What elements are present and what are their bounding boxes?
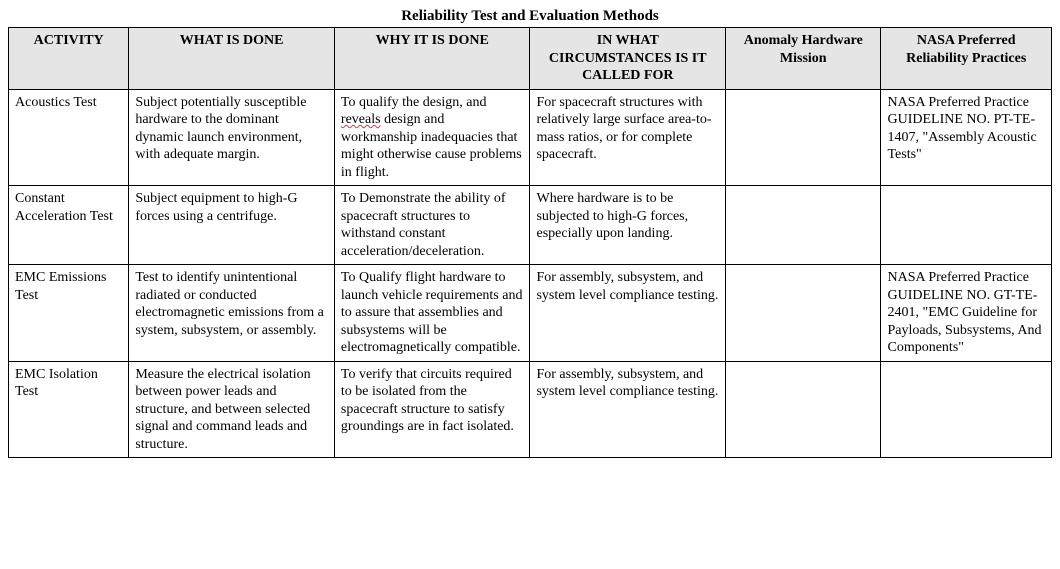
cell-circumstances: For spacecraft structures with relativel… bbox=[530, 89, 726, 186]
cell-circumstances: For assembly, subsystem, and system leve… bbox=[530, 265, 726, 362]
cell-why: To qualify the design, and reveals desig… bbox=[334, 89, 530, 186]
table-row: EMC Emissions TestTest to identify unint… bbox=[9, 265, 1052, 362]
cell-anomaly bbox=[726, 361, 881, 458]
why-text: To qualify the design, and bbox=[341, 95, 487, 110]
col-header-what: WHAT IS DONE bbox=[129, 28, 335, 90]
cell-anomaly bbox=[726, 265, 881, 362]
cell-what: Subject potentially susceptible hardware… bbox=[129, 89, 335, 186]
spellcheck-underline: reveals bbox=[341, 112, 381, 127]
cell-nasa: NASA Preferred Practice GUIDELINE NO. GT… bbox=[881, 265, 1052, 362]
cell-activity: EMC Emissions Test bbox=[9, 265, 129, 362]
reliability-table: ACTIVITY WHAT IS DONE WHY IT IS DONE IN … bbox=[8, 27, 1052, 458]
col-header-why: WHY IT IS DONE bbox=[334, 28, 530, 90]
cell-activity: Acoustics Test bbox=[9, 89, 129, 186]
cell-nasa: NASA Preferred Practice GUIDELINE NO. PT… bbox=[881, 89, 1052, 186]
cell-what: Subject equipment to high-G forces using… bbox=[129, 186, 335, 265]
table-row: Constant Acceleration TestSubject equipm… bbox=[9, 186, 1052, 265]
cell-anomaly bbox=[726, 89, 881, 186]
col-header-nasa: NASA Preferred Reliability Practices bbox=[881, 28, 1052, 90]
why-text: To verify that circuits required to be i… bbox=[341, 367, 514, 435]
cell-nasa bbox=[881, 186, 1052, 265]
cell-circumstances: Where hardware is to be subjected to hig… bbox=[530, 186, 726, 265]
col-header-anomaly: Anomaly Hardware Mission bbox=[726, 28, 881, 90]
cell-circumstances: For assembly, subsystem, and system leve… bbox=[530, 361, 726, 458]
cell-activity: EMC Isolation Test bbox=[9, 361, 129, 458]
cell-why: To Demonstrate the ability of spacecraft… bbox=[334, 186, 530, 265]
table-title: Reliability Test and Evaluation Methods bbox=[8, 8, 1052, 25]
cell-anomaly bbox=[726, 186, 881, 265]
why-text: To Qualify flight hardware to launch veh… bbox=[341, 270, 523, 355]
cell-what: Measure the electrical isolation between… bbox=[129, 361, 335, 458]
table-row: EMC Isolation TestMeasure the electrical… bbox=[9, 361, 1052, 458]
table-header-row: ACTIVITY WHAT IS DONE WHY IT IS DONE IN … bbox=[9, 28, 1052, 90]
table-row: Acoustics TestSubject potentially suscep… bbox=[9, 89, 1052, 186]
cell-why: To verify that circuits required to be i… bbox=[334, 361, 530, 458]
col-header-circ: IN WHAT CIRCUMSTANCES IS IT CALLED FOR bbox=[530, 28, 726, 90]
why-text: To Demonstrate the ability of spacecraft… bbox=[341, 191, 506, 259]
col-header-activity: ACTIVITY bbox=[9, 28, 129, 90]
cell-what: Test to identify unintentional radiated … bbox=[129, 265, 335, 362]
cell-nasa bbox=[881, 361, 1052, 458]
cell-why: To Qualify flight hardware to launch veh… bbox=[334, 265, 530, 362]
cell-activity: Constant Acceleration Test bbox=[9, 186, 129, 265]
